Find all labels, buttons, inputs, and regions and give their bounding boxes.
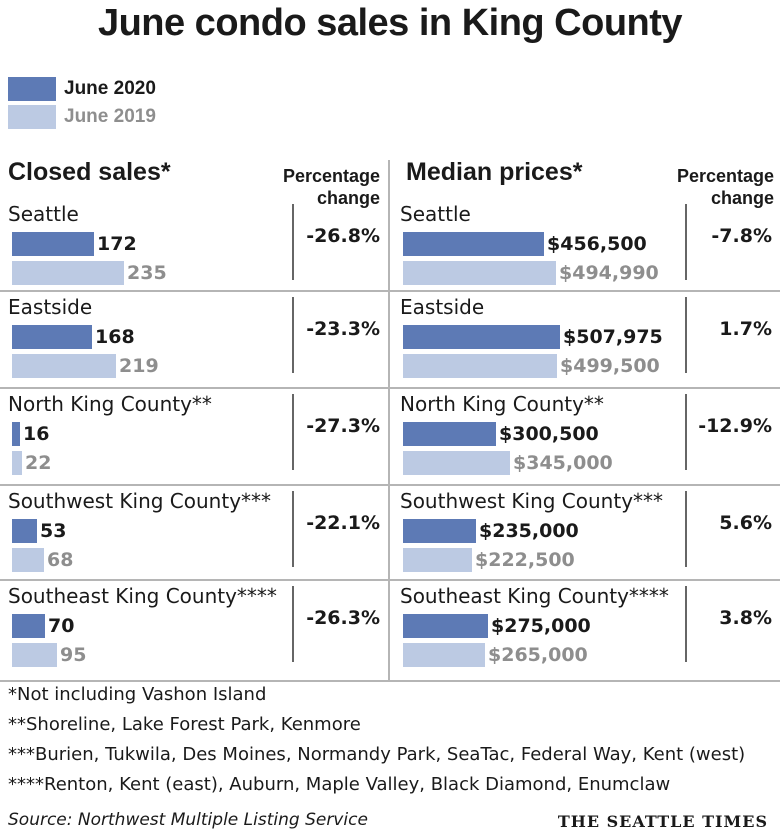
- value-label-prices-2019: $345,000: [513, 452, 613, 474]
- region-label: Southeast King County****: [8, 584, 277, 608]
- publisher-logo: THE SEATTLE TIMES: [557, 812, 768, 831]
- bar-prices-2020: [403, 422, 496, 446]
- footnote-3: ***Burien, Tukwila, Des Moines, Normandy…: [8, 744, 746, 765]
- pct-change-heading-right: Percentage change: [677, 165, 774, 209]
- region-label: North King County**: [400, 392, 604, 416]
- bar-prices-2019: [403, 548, 472, 572]
- bar-prices-2020: [403, 325, 560, 349]
- pct-heading-line1: Percentage: [282, 166, 380, 186]
- row-divider-vertical: [685, 394, 687, 470]
- region-label: Eastside: [8, 295, 93, 319]
- bar-prices-2020: [403, 232, 544, 256]
- value-label-prices-2020: $456,500: [547, 233, 647, 255]
- value-label-sales-2019: 95: [60, 644, 87, 666]
- value-label-sales-2020: 70: [48, 615, 75, 637]
- bar-prices-2020: [403, 519, 476, 543]
- row-divider-vertical: [685, 204, 687, 280]
- region-label: Seattle: [400, 202, 471, 226]
- value-label-sales-2019: 235: [127, 262, 167, 284]
- row-divider-vertical: [685, 491, 687, 567]
- row-separator: [0, 680, 780, 682]
- chart-title: June condo sales in King County: [97, 2, 683, 44]
- value-label-prices-2020: $275,000: [491, 615, 591, 637]
- row-separator: [0, 579, 780, 581]
- value-label-prices-2020: $300,500: [499, 423, 599, 445]
- legend-item-2020: June 2020: [8, 76, 156, 102]
- value-label-sales-2020: 168: [95, 326, 135, 348]
- closed-sales-heading: Closed sales*: [8, 158, 171, 186]
- pct-heading-line1: Percentage: [676, 166, 774, 186]
- percentage-change-value: -27.3%: [306, 415, 380, 437]
- value-label-prices-2019: $499,500: [560, 355, 660, 377]
- row-divider-vertical: [292, 204, 294, 280]
- legend-label-2019: June 2019: [64, 106, 156, 127]
- legend-item-2019: June 2019: [8, 104, 156, 130]
- value-label-prices-2020: $507,975: [563, 326, 663, 348]
- bar-sales-2020: [12, 614, 45, 638]
- footnote-1: *Not including Vashon Island: [8, 684, 267, 705]
- bar-sales-2020: [12, 422, 20, 446]
- region-label: North King County**: [8, 392, 212, 416]
- pct-heading-line2: change: [316, 188, 380, 208]
- row-divider-vertical: [292, 491, 294, 567]
- bar-prices-2020: [403, 614, 488, 638]
- legend-label-2020: June 2020: [64, 78, 156, 99]
- row-divider-vertical: [292, 297, 294, 373]
- bar-sales-2019: [12, 643, 57, 667]
- row-divider-vertical: [292, 394, 294, 470]
- median-prices-heading: Median prices*: [406, 158, 583, 186]
- percentage-change-value: 5.6%: [719, 512, 772, 534]
- value-label-sales-2020: 172: [97, 233, 137, 255]
- bar-prices-2019: [403, 354, 557, 378]
- value-label-sales-2019: 219: [119, 355, 159, 377]
- column-divider: [388, 160, 390, 680]
- row-divider-vertical: [685, 586, 687, 662]
- region-label: Southwest King County***: [8, 489, 272, 513]
- row-divider-vertical: [685, 297, 687, 373]
- percentage-change-value: -26.3%: [306, 607, 380, 629]
- footnote-2: **Shoreline, Lake Forest Park, Kenmore: [8, 714, 361, 735]
- bar-sales-2019: [12, 261, 124, 285]
- bar-sales-2020: [12, 325, 92, 349]
- row-separator: [0, 484, 780, 486]
- percentage-change-value: -26.8%: [306, 225, 380, 247]
- percentage-change-value: 3.8%: [719, 607, 772, 629]
- value-label-sales-2019: 68: [47, 549, 74, 571]
- region-label: Eastside: [400, 295, 485, 319]
- bar-sales-2019: [12, 548, 44, 572]
- value-label-sales-2020: 53: [40, 520, 67, 542]
- region-label: Southwest King County***: [400, 489, 664, 513]
- percentage-change-value: 1.7%: [719, 318, 772, 340]
- percentage-change-value: -7.8%: [711, 225, 772, 247]
- legend-swatch-2019: [8, 105, 56, 129]
- bar-sales-2020: [12, 519, 37, 543]
- value-label-prices-2020: $235,000: [479, 520, 579, 542]
- region-label: Southeast King County****: [400, 584, 669, 608]
- row-separator: [0, 387, 780, 389]
- bar-prices-2019: [403, 261, 556, 285]
- legend-swatch-2020: [8, 77, 56, 101]
- value-label-sales-2019: 22: [25, 452, 52, 474]
- percentage-change-value: -23.3%: [306, 318, 380, 340]
- value-label-prices-2019: $265,000: [488, 644, 588, 666]
- value-label-prices-2019: $494,990: [559, 262, 659, 284]
- pct-heading-line2: change: [710, 188, 774, 208]
- bar-prices-2019: [403, 643, 485, 667]
- region-label: Seattle: [8, 202, 79, 226]
- bar-sales-2019: [12, 354, 116, 378]
- source-note: Source: Northwest Multiple Listing Servi…: [8, 810, 368, 830]
- bar-sales-2020: [12, 232, 94, 256]
- footnote-4: ****Renton, Kent (east), Auburn, Maple V…: [8, 774, 671, 795]
- row-divider-vertical: [292, 586, 294, 662]
- value-label-prices-2019: $222,500: [475, 549, 575, 571]
- percentage-change-value: -22.1%: [306, 512, 380, 534]
- value-label-sales-2020: 16: [23, 423, 50, 445]
- row-separator: [0, 290, 780, 292]
- bar-sales-2019: [12, 451, 22, 475]
- bar-prices-2019: [403, 451, 510, 475]
- pct-change-heading-left: Percentage change: [283, 165, 380, 209]
- percentage-change-value: -12.9%: [698, 415, 772, 437]
